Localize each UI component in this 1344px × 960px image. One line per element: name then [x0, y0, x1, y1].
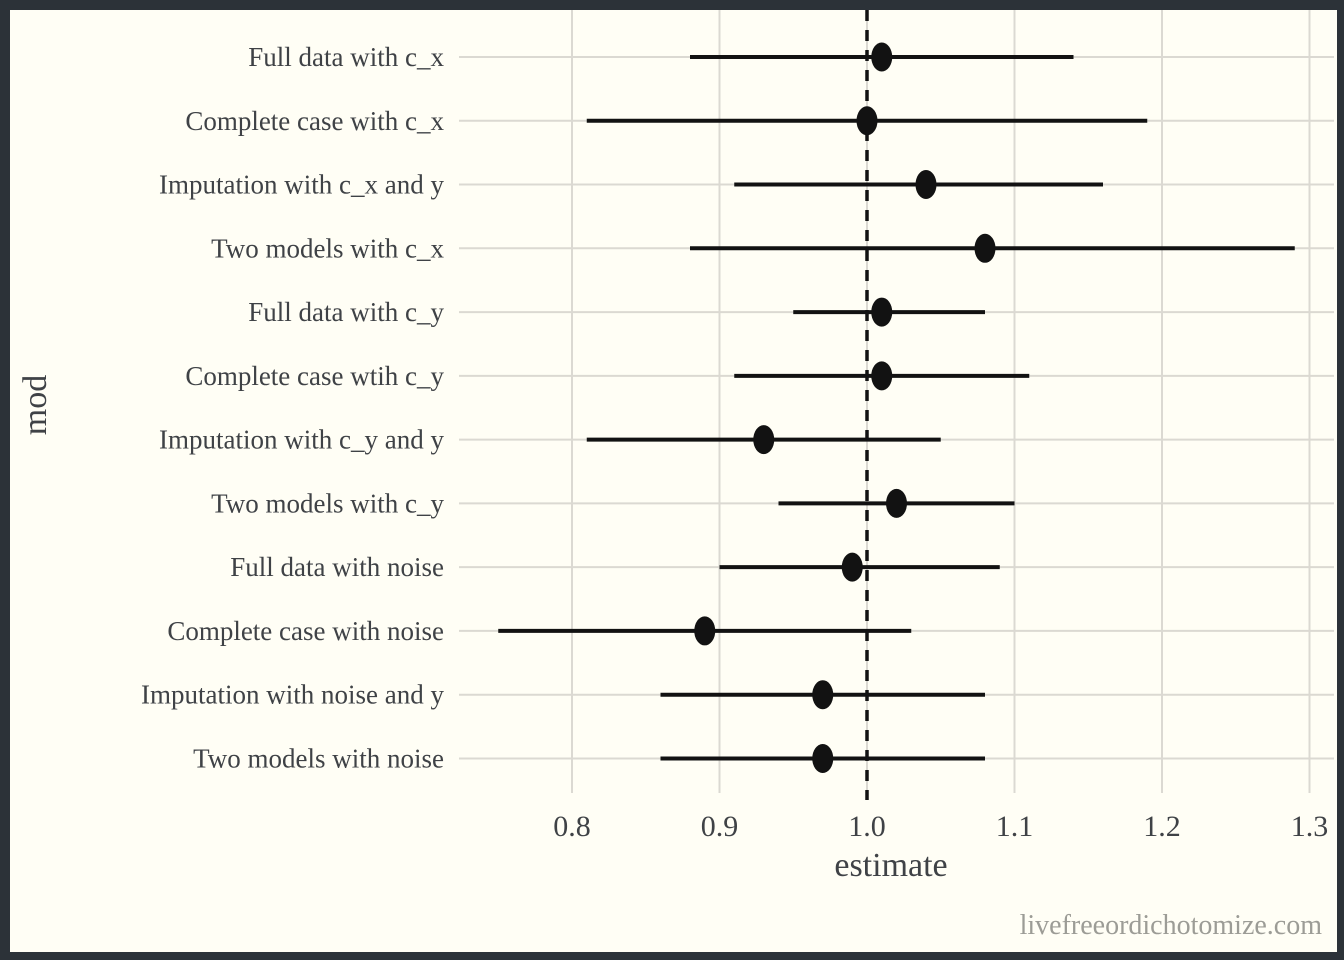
category-label: Two models with c_y	[211, 488, 444, 518]
estimate-point	[694, 616, 716, 646]
estimate-point	[871, 361, 893, 391]
y-axis-title: mod	[17, 374, 54, 436]
category-label: Full data with c_y	[248, 297, 444, 327]
x-tick-label: 0.8	[553, 810, 591, 843]
category-label: Two models with noise	[193, 743, 444, 773]
x-tick-label: 1.3	[1291, 810, 1329, 843]
category-label: Full data with noise	[230, 552, 444, 582]
estimate-point	[871, 42, 893, 72]
category-label: Two models with c_x	[211, 233, 444, 263]
estimate-point	[871, 297, 893, 327]
estimate-point	[812, 743, 834, 773]
category-label: Complete case with noise	[167, 616, 444, 646]
estimate-point	[886, 488, 907, 518]
x-tick-label: 1.0	[848, 810, 886, 843]
plot-canvas	[10, 10, 1337, 952]
x-axis-title: estimate	[834, 847, 948, 884]
estimate-point	[915, 170, 937, 200]
estimate-point	[812, 680, 834, 710]
watermark-text: livefreeordichotomize.com	[1019, 910, 1322, 941]
x-tick-label: 0.9	[701, 810, 739, 843]
estimate-point	[841, 552, 863, 582]
estimate-point	[974, 233, 996, 263]
estimate-point	[856, 106, 878, 136]
category-label: Imputation with noise and y	[141, 680, 444, 710]
category-label: Complete case wtih c_y	[185, 361, 444, 391]
category-label: Full data with c_x	[248, 42, 444, 72]
category-label: Complete case with c_x	[185, 106, 444, 136]
estimate-point	[753, 425, 775, 455]
category-label: Imputation with c_x and y	[159, 170, 444, 200]
x-tick-label: 1.1	[996, 810, 1034, 843]
category-label: Imputation with c_y and y	[159, 425, 444, 455]
x-tick-label: 1.2	[1143, 810, 1181, 843]
